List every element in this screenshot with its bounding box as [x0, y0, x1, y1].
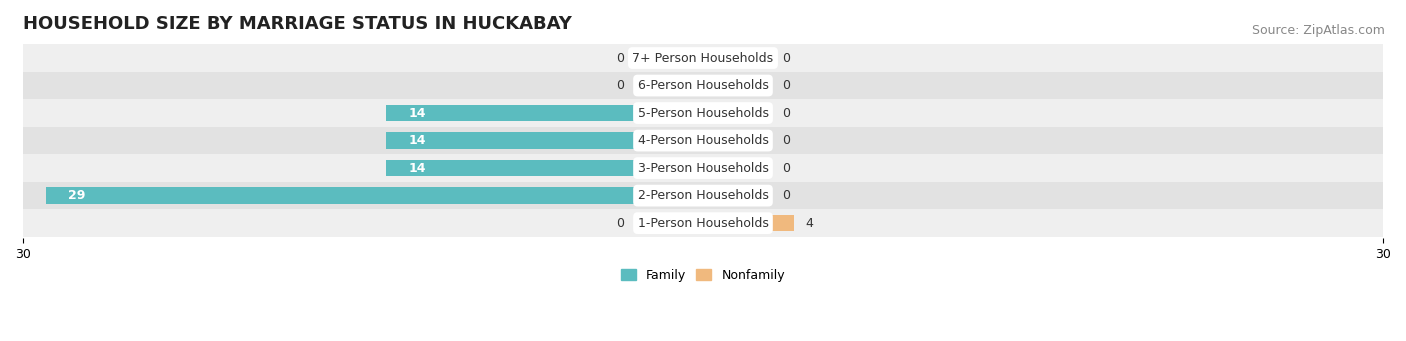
Bar	[703, 105, 770, 121]
Text: 1-Person Households: 1-Person Households	[637, 217, 769, 229]
Bar	[703, 160, 770, 176]
Text: 0: 0	[616, 217, 624, 229]
Bar	[636, 77, 703, 94]
Bar	[22, 154, 1384, 182]
Text: 0: 0	[782, 134, 790, 147]
Bar	[703, 187, 770, 204]
Bar	[22, 182, 1384, 209]
Legend: Family, Nonfamily: Family, Nonfamily	[616, 264, 790, 287]
Bar	[22, 99, 1384, 127]
Bar	[703, 132, 770, 149]
Text: HOUSEHOLD SIZE BY MARRIAGE STATUS IN HUCKABAY: HOUSEHOLD SIZE BY MARRIAGE STATUS IN HUC…	[22, 15, 572, 33]
Text: 14: 14	[408, 162, 426, 175]
Text: 4-Person Households: 4-Person Households	[637, 134, 769, 147]
Bar	[703, 215, 793, 232]
Text: 0: 0	[616, 51, 624, 64]
Text: 0: 0	[782, 51, 790, 64]
Text: 3-Person Households: 3-Person Households	[637, 162, 769, 175]
Text: 0: 0	[782, 79, 790, 92]
Bar	[22, 44, 1384, 72]
Text: 0: 0	[782, 189, 790, 202]
Text: 7+ Person Households: 7+ Person Households	[633, 51, 773, 64]
Text: Source: ZipAtlas.com: Source: ZipAtlas.com	[1251, 24, 1385, 37]
Bar	[22, 209, 1384, 237]
Bar	[45, 187, 703, 204]
Bar	[385, 132, 703, 149]
Text: 0: 0	[782, 162, 790, 175]
Bar	[703, 77, 770, 94]
Bar	[636, 215, 703, 232]
Bar	[703, 50, 770, 66]
Text: 2-Person Households: 2-Person Households	[637, 189, 769, 202]
Bar	[22, 72, 1384, 99]
Bar	[636, 50, 703, 66]
Text: 0: 0	[782, 106, 790, 120]
Bar	[22, 127, 1384, 154]
Text: 6-Person Households: 6-Person Households	[637, 79, 769, 92]
Text: 0: 0	[616, 79, 624, 92]
Bar	[385, 160, 703, 176]
Text: 14: 14	[408, 106, 426, 120]
Bar	[385, 105, 703, 121]
Text: 29: 29	[69, 189, 86, 202]
Text: 14: 14	[408, 134, 426, 147]
Text: 5-Person Households: 5-Person Households	[637, 106, 769, 120]
Text: 4: 4	[806, 217, 813, 229]
